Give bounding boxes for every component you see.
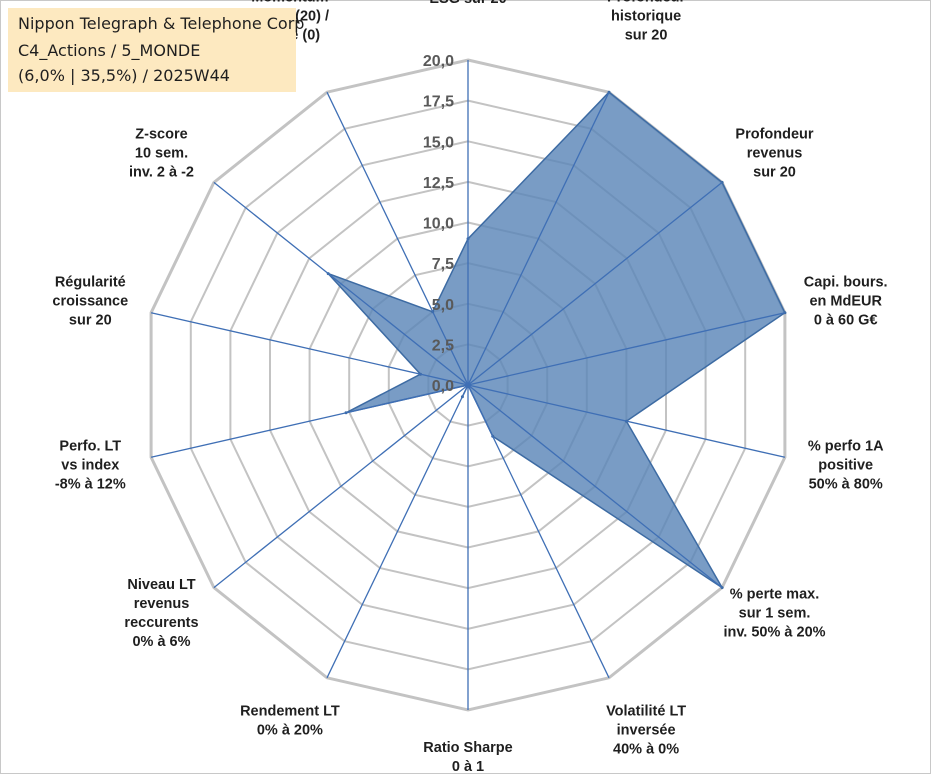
axis-spoke <box>150 312 469 386</box>
axis-label-line: -8% à 12% <box>55 477 126 493</box>
axis-label: Niveau LT revenus reccurents 0% à 6% <box>124 577 198 650</box>
title-box: Nippon Telegraph & Telephone Corp C4_Act… <box>8 8 304 92</box>
axis-spoke <box>326 384 469 679</box>
axis-spoke <box>150 384 469 458</box>
chart-title: Nippon Telegraph & Telephone Corp <box>18 14 305 33</box>
tick-label: 10,0 <box>423 216 454 233</box>
axis-label-line: Profondeur <box>607 0 685 6</box>
tick-label: 7,5 <box>432 256 454 273</box>
axis-label-line: 0% à 6% <box>132 634 190 650</box>
axis-label-line: vs index <box>61 458 119 474</box>
axis-label-line: sur 20 <box>69 312 112 328</box>
tick-label: 0,0 <box>432 378 454 395</box>
axis-spoke <box>326 91 469 386</box>
axis-label-line: % perte max. <box>730 587 819 603</box>
axis-label-line: Perfo. LT <box>59 439 121 455</box>
chart-period: (6,0% | 35,5%) / 2025W44 <box>18 66 230 85</box>
axis-label: Volatilité LT inversée 40% à 0% <box>606 704 686 758</box>
axis-label-line: sur 20 <box>625 28 668 44</box>
axis-spoke <box>213 384 469 589</box>
axis-label-line: 10 sem. <box>135 145 188 161</box>
axis-label-line: sur 1 sem. <box>739 606 811 622</box>
chart-subtitle: C4_Actions / 5_MONDE <box>18 41 201 60</box>
axis-label-line: Z-score <box>135 126 187 142</box>
axis-label-line: sur 20 <box>753 164 796 180</box>
axis-spoke <box>467 91 610 386</box>
axis-spoke <box>467 384 786 458</box>
series-area <box>327 91 786 589</box>
axis-label-line: 50% à 80% <box>809 477 883 493</box>
axis-label: % perte max. sur 1 sem. inv. 50% à 20% <box>723 587 825 641</box>
axis-label-line: revenus <box>747 145 803 161</box>
axis-spoke <box>467 384 610 679</box>
axis-spoke <box>467 312 786 386</box>
axis-label-line: Capi. bours. <box>804 274 888 290</box>
axis-spoke <box>467 181 723 386</box>
axis-label-line: historique <box>611 9 681 25</box>
axis-label: Rendement LT 0% à 20% <box>240 704 340 739</box>
axis-label-line: inv. 2 à -2 <box>129 164 194 180</box>
axis-label-line: positive <box>818 458 873 474</box>
tick-label: 15,0 <box>423 134 454 151</box>
axis-label-line: 0 à 1 <box>452 759 484 775</box>
tick-label: 12,5 <box>423 175 454 192</box>
axis-label: Profondeur revenus sur 20 <box>735 126 813 180</box>
tick-label: 5,0 <box>432 297 454 314</box>
axis-label-line: Profondeur <box>735 126 813 142</box>
axis-label: % perfo 1A positive 50% à 80% <box>808 439 884 493</box>
axis-label-line: % perfo 1A <box>808 439 884 455</box>
axis-label-line: croissance <box>52 293 128 309</box>
tick-label: 2,5 <box>432 337 454 354</box>
axis-label-line: inversée <box>617 723 676 739</box>
tick-label: 20,0 <box>423 53 454 70</box>
axis-label: Régularité croissance sur 20 <box>52 274 128 328</box>
axis-label-line: Volatilité LT <box>606 704 686 720</box>
axis-spoke <box>467 384 723 589</box>
axis-label: Capi. bours. en MdEUR 0 à 60 G€ <box>804 274 888 328</box>
axis-label-line: Momentum <box>251 0 328 6</box>
axis-label-line: 0% à 20% <box>257 723 323 739</box>
axis-label-line: Niveau LT <box>127 577 195 593</box>
axis-label-line: revenus <box>134 596 190 612</box>
axis-spoke <box>213 181 469 386</box>
axis-label-line: Rendement LT <box>240 704 340 720</box>
axis-label-line: Régularité <box>55 274 126 290</box>
axis-label: NoteESG sur 20 <box>429 0 506 7</box>
axis-label-line: 0 à 60 G€ <box>814 312 878 328</box>
axis-label-line: inv. 50% à 20% <box>723 625 825 641</box>
axis-label-line: en MdEUR <box>809 293 882 309</box>
axis-label: Profondeur historique sur 20 <box>607 0 685 44</box>
tick-label: 17,5 <box>423 94 454 111</box>
axis-label-line: 40% à 0% <box>613 742 679 758</box>
axis-label: Z-score 10 sem. inv. 2 à -2 <box>129 126 194 180</box>
axis-label-line: Ratio Sharpe <box>423 740 512 756</box>
axis-label-line: ESG sur 20 <box>429 0 506 7</box>
axis-label-line: reccurents <box>124 615 198 631</box>
axis-label: Ratio Sharpe 0 à 1 <box>423 740 512 775</box>
axis-label: Perfo. LT vs index -8% à 12% <box>55 439 126 493</box>
